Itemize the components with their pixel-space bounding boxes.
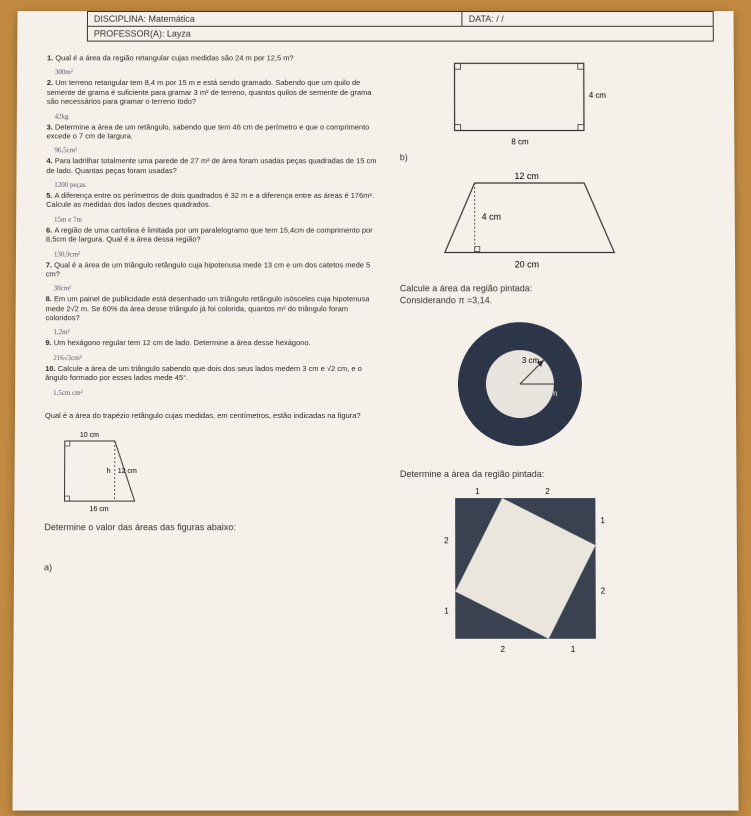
handwriting-6: 130,9cm² xyxy=(54,250,384,258)
worksheet-page: DISCIPLINA: Matemática DATA: / / PROFESS… xyxy=(12,11,738,811)
rotated-square-figure: 1 2 1 2 1 2 1 2 xyxy=(430,483,631,659)
svg-text:h: h xyxy=(107,468,111,475)
determine-valor-caption: Determine o valor das áreas das figuras … xyxy=(44,522,384,532)
handwriting-4: 1200 peças xyxy=(54,181,384,189)
question-5: 5. A diferença entre os perímetros de do… xyxy=(46,191,384,210)
svg-text:5 cm: 5 cm xyxy=(540,389,558,398)
handwriting-5: 15m e 7m xyxy=(54,216,384,224)
left-column: 1. Qual é a área da região retangular cu… xyxy=(44,53,394,659)
question-8: 8. Em um painel de publicidade está dese… xyxy=(45,295,383,323)
svg-text:2: 2 xyxy=(500,645,505,654)
sub-a-label: a) xyxy=(44,562,384,572)
svg-text:1: 1 xyxy=(600,516,605,525)
trapezoid-question: Qual é a área do trapézio retângulo cuja… xyxy=(45,410,384,419)
svg-text:1: 1 xyxy=(444,607,449,616)
handwriting-7: 30cm² xyxy=(54,285,384,293)
disciplina-label: DISCIPLINA: xyxy=(94,14,146,24)
circle-caption: Calcule a área da região pintada: xyxy=(400,283,715,293)
svg-text:10 cm: 10 cm xyxy=(80,432,99,439)
question-3: 3. Determine a área de um retângulo, sab… xyxy=(47,122,384,141)
handwriting-2: 42kg xyxy=(55,112,384,120)
svg-text:1: 1 xyxy=(475,487,480,496)
trapezoid-b-figure: 12 cm 4 cm 20 cm xyxy=(420,168,640,277)
header-table: DISCIPLINA: Matemática DATA: / / PROFESS… xyxy=(87,11,714,42)
question-2: 2. Um terreno retangular tem 8,4 m por 1… xyxy=(47,78,384,106)
label-b: b) xyxy=(400,152,715,162)
disciplina-value: Matemática xyxy=(149,14,195,24)
svg-text:8 cm: 8 cm xyxy=(511,137,529,146)
determine-pintada-caption: Determine a área da região pintada: xyxy=(400,469,716,479)
svg-text:2: 2 xyxy=(601,586,606,595)
svg-text:1: 1 xyxy=(571,645,576,654)
trapezoid-figure: 10 cm 12 cm 16 cm h xyxy=(44,426,155,516)
question-1: 1. Qual é a área da região retangular cu… xyxy=(47,53,384,62)
handwriting-3: 96,5cm² xyxy=(54,147,383,155)
handwriting-8: 1,2m² xyxy=(53,329,383,337)
content-columns: 1. Qual é a área da região retangular cu… xyxy=(13,49,737,658)
circle-sub: Considerando π =3,14. xyxy=(400,295,716,305)
svg-text:12 cm: 12 cm xyxy=(514,171,538,181)
handwriting-10: 1,5cm cm² xyxy=(53,389,384,397)
rectangle-a-figure: 4 cm 8 cm xyxy=(440,53,619,152)
handwriting-9: 216√3cm² xyxy=(53,354,384,362)
data-label: DATA: xyxy=(469,14,494,24)
handwriting-1: 300m² xyxy=(55,69,384,77)
question-10: 10. Calcule a área de um triângulo saben… xyxy=(45,364,384,383)
professor-label: PROFESSOR(A): xyxy=(94,29,165,39)
question-7: 7. Qual é a área de um triângulo retângu… xyxy=(46,260,384,279)
svg-text:2: 2 xyxy=(545,487,550,496)
svg-text:20 cm: 20 cm xyxy=(515,259,539,269)
question-6: 6. A região de uma cartolina é limitada … xyxy=(46,225,384,244)
svg-text:3 cm: 3 cm xyxy=(522,356,540,365)
svg-text:12 cm: 12 cm xyxy=(118,468,137,475)
svg-text:4 cm: 4 cm xyxy=(589,91,607,100)
question-4: 4. Para ladrilhar totalmente uma parede … xyxy=(46,157,384,176)
data-value: / / xyxy=(496,14,503,24)
right-column: 4 cm 8 cm b) 12 cm 4 cm 20 cm Calcule a … xyxy=(394,53,718,659)
svg-text:16 cm: 16 cm xyxy=(89,506,108,513)
question-9: 9. Um hexágono regular tem 12 cm de lado… xyxy=(45,339,384,348)
svg-text:2: 2 xyxy=(444,536,449,545)
svg-text:4 cm: 4 cm xyxy=(482,212,501,222)
annulus-figure: 3 cm 5 cm xyxy=(440,309,620,459)
professor-value: Layza xyxy=(167,29,191,39)
